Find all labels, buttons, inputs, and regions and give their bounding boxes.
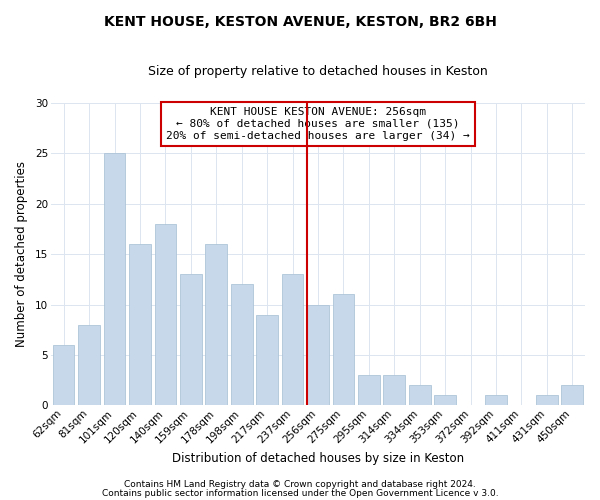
- Bar: [307, 304, 329, 406]
- Bar: [485, 396, 507, 406]
- Bar: [53, 345, 74, 406]
- Bar: [180, 274, 202, 406]
- Bar: [358, 375, 380, 406]
- Bar: [129, 244, 151, 406]
- Bar: [282, 274, 304, 406]
- Text: Contains HM Land Registry data © Crown copyright and database right 2024.: Contains HM Land Registry data © Crown c…: [124, 480, 476, 489]
- Text: KENT HOUSE KESTON AVENUE: 256sqm
← 80% of detached houses are smaller (135)
20% : KENT HOUSE KESTON AVENUE: 256sqm ← 80% o…: [166, 108, 470, 140]
- Bar: [256, 314, 278, 406]
- X-axis label: Distribution of detached houses by size in Keston: Distribution of detached houses by size …: [172, 452, 464, 465]
- Bar: [383, 375, 405, 406]
- Bar: [536, 396, 557, 406]
- Bar: [434, 396, 456, 406]
- Bar: [104, 153, 125, 406]
- Bar: [562, 385, 583, 406]
- Bar: [332, 294, 354, 406]
- Text: KENT HOUSE, KESTON AVENUE, KESTON, BR2 6BH: KENT HOUSE, KESTON AVENUE, KESTON, BR2 6…: [104, 15, 496, 29]
- Y-axis label: Number of detached properties: Number of detached properties: [15, 161, 28, 347]
- Bar: [409, 385, 431, 406]
- Bar: [79, 324, 100, 406]
- Text: Contains public sector information licensed under the Open Government Licence v : Contains public sector information licen…: [101, 488, 499, 498]
- Title: Size of property relative to detached houses in Keston: Size of property relative to detached ho…: [148, 65, 488, 78]
- Bar: [205, 244, 227, 406]
- Bar: [231, 284, 253, 406]
- Bar: [155, 224, 176, 406]
